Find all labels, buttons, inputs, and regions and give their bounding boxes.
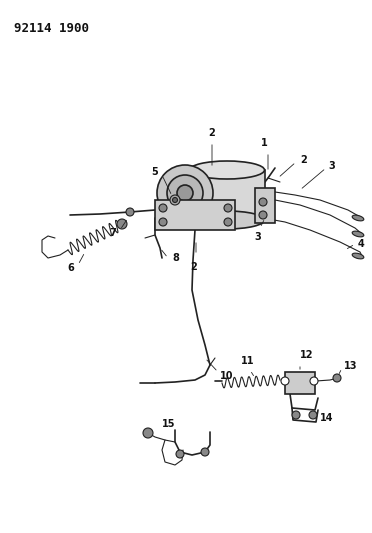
- Circle shape: [224, 204, 232, 212]
- Text: 12: 12: [300, 350, 314, 360]
- Circle shape: [170, 195, 180, 205]
- Ellipse shape: [352, 215, 364, 221]
- Circle shape: [201, 448, 209, 456]
- Text: 15: 15: [161, 419, 175, 429]
- Text: 2: 2: [190, 262, 198, 272]
- Circle shape: [292, 411, 300, 419]
- Circle shape: [333, 374, 341, 382]
- Circle shape: [143, 428, 153, 438]
- Circle shape: [159, 218, 167, 226]
- Ellipse shape: [352, 253, 364, 259]
- Circle shape: [173, 198, 177, 203]
- Bar: [155, 200, 235, 230]
- Text: 8: 8: [172, 253, 179, 263]
- Bar: [190, 170, 265, 220]
- Circle shape: [177, 185, 193, 201]
- Circle shape: [259, 198, 267, 206]
- Text: 7: 7: [109, 228, 116, 238]
- Bar: [285, 372, 315, 394]
- Circle shape: [176, 450, 184, 458]
- Circle shape: [224, 218, 232, 226]
- Ellipse shape: [352, 231, 364, 237]
- Text: 5: 5: [151, 167, 158, 177]
- Text: 10: 10: [220, 371, 234, 381]
- Bar: [255, 188, 275, 223]
- Text: 13: 13: [344, 361, 357, 371]
- Circle shape: [281, 377, 289, 385]
- Ellipse shape: [189, 211, 264, 229]
- Text: 14: 14: [320, 413, 334, 423]
- Circle shape: [309, 411, 317, 419]
- Ellipse shape: [189, 161, 264, 179]
- Text: 3: 3: [254, 232, 262, 242]
- Text: 3: 3: [328, 161, 335, 171]
- Text: 1: 1: [261, 138, 267, 148]
- Text: 92114 1900: 92114 1900: [14, 22, 89, 35]
- Circle shape: [167, 175, 203, 211]
- Circle shape: [157, 165, 213, 221]
- Text: 11: 11: [241, 356, 255, 366]
- Text: 6: 6: [67, 263, 74, 273]
- Text: 4: 4: [358, 239, 365, 249]
- Circle shape: [310, 377, 318, 385]
- Circle shape: [126, 208, 134, 216]
- Circle shape: [159, 204, 167, 212]
- Text: 2: 2: [209, 128, 215, 138]
- Circle shape: [117, 219, 127, 229]
- Circle shape: [259, 211, 267, 219]
- Text: 2: 2: [300, 155, 307, 165]
